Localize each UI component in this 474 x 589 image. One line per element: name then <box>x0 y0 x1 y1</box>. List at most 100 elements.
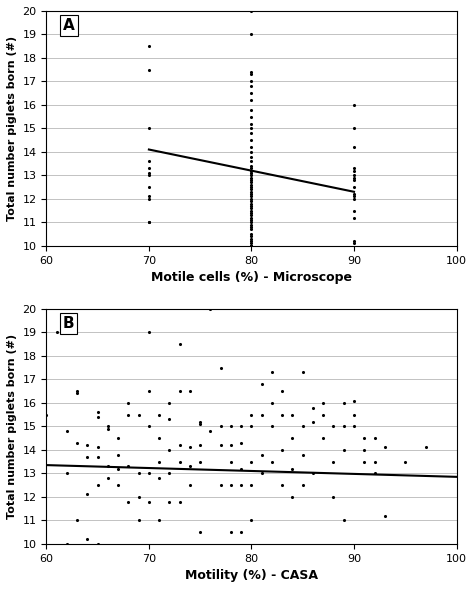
Point <box>350 194 358 204</box>
Point <box>176 457 183 466</box>
Point <box>145 183 153 192</box>
Point <box>196 457 204 466</box>
Point <box>381 511 389 520</box>
Point <box>268 368 276 377</box>
Point <box>247 457 255 466</box>
Point <box>268 422 276 431</box>
X-axis label: Motility (%) - CASA: Motility (%) - CASA <box>185 569 318 582</box>
Point <box>247 241 255 250</box>
Point <box>125 462 132 471</box>
Point <box>319 410 327 419</box>
Point <box>381 443 389 452</box>
Point <box>350 236 358 246</box>
Point <box>125 410 132 419</box>
Point <box>247 152 255 161</box>
Point <box>104 422 112 431</box>
Point <box>135 492 142 501</box>
Point <box>350 192 358 201</box>
Point <box>155 474 163 483</box>
Point <box>94 481 101 490</box>
Point <box>350 124 358 133</box>
Point <box>247 124 255 133</box>
Point <box>360 434 368 443</box>
Point <box>350 183 358 192</box>
Point <box>186 481 194 490</box>
Point <box>247 224 255 234</box>
Point <box>289 492 296 501</box>
Point <box>165 469 173 478</box>
Point <box>247 222 255 231</box>
Point <box>309 403 317 412</box>
Point <box>63 426 71 436</box>
Point <box>247 215 255 224</box>
Point <box>135 515 142 525</box>
Point <box>247 241 255 250</box>
Point <box>247 422 255 431</box>
Point <box>155 457 163 466</box>
Point <box>145 469 153 478</box>
Point <box>176 339 183 349</box>
Point <box>247 147 255 157</box>
Point <box>299 481 307 490</box>
Point <box>237 464 245 474</box>
Point <box>247 190 255 199</box>
Point <box>319 434 327 443</box>
Point <box>217 422 225 431</box>
Point <box>350 410 358 419</box>
Point <box>247 187 255 197</box>
Point <box>247 105 255 114</box>
Point <box>237 422 245 431</box>
Point <box>145 217 153 227</box>
Point <box>340 445 347 455</box>
Point <box>247 166 255 176</box>
Point <box>145 171 153 180</box>
Point <box>176 497 183 506</box>
Point <box>135 469 142 478</box>
Point <box>247 209 255 218</box>
Point <box>278 386 286 396</box>
Point <box>217 363 225 372</box>
Point <box>94 412 101 422</box>
Point <box>350 422 358 431</box>
Point <box>73 386 81 396</box>
Point <box>268 457 276 466</box>
Point <box>360 457 368 466</box>
Point <box>227 457 235 466</box>
Point <box>422 443 429 452</box>
Point <box>247 410 255 419</box>
Point <box>330 457 337 466</box>
Point <box>278 445 286 455</box>
Point <box>145 157 153 166</box>
Point <box>330 422 337 431</box>
Point <box>350 164 358 173</box>
Point <box>247 128 255 138</box>
Point <box>237 527 245 537</box>
Point <box>217 441 225 450</box>
Point <box>247 241 255 250</box>
Point <box>350 171 358 180</box>
Point <box>258 469 265 478</box>
Point <box>63 469 71 478</box>
Point <box>135 410 142 419</box>
Point <box>350 173 358 183</box>
Point <box>125 398 132 408</box>
Point <box>278 481 286 490</box>
Point <box>247 239 255 248</box>
Point <box>83 534 91 544</box>
Point <box>247 171 255 180</box>
Point <box>350 239 358 248</box>
Point <box>299 368 307 377</box>
Point <box>247 515 255 525</box>
Point <box>350 190 358 199</box>
Point <box>63 539 71 548</box>
Point <box>247 217 255 227</box>
Point <box>196 527 204 537</box>
Point <box>247 236 255 246</box>
Point <box>247 157 255 166</box>
Point <box>247 180 255 190</box>
Point <box>155 434 163 443</box>
Text: B: B <box>63 316 74 331</box>
Point <box>176 386 183 396</box>
Point <box>309 469 317 478</box>
Point <box>73 438 81 448</box>
